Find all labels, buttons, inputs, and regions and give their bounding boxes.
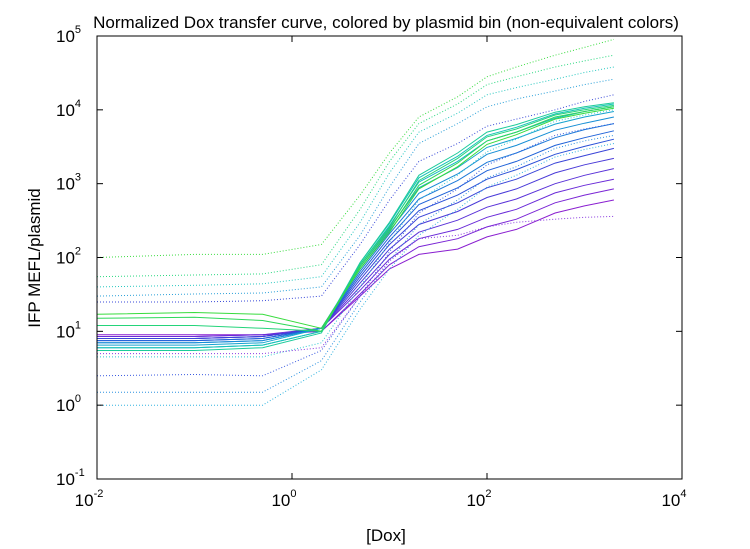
y-tick-label-3: 102 <box>56 246 81 268</box>
series-line-18 <box>97 143 615 406</box>
series-line-10 <box>97 116 615 344</box>
series-line-13 <box>97 103 614 349</box>
series-line-9 <box>97 123 615 344</box>
series-line-15 <box>97 104 614 332</box>
series-line-5 <box>97 157 615 339</box>
series-line-2 <box>97 188 615 337</box>
series-line-21 <box>97 109 614 358</box>
series-layer <box>96 38 615 406</box>
series-line-7 <box>97 138 615 342</box>
series-line-27 <box>96 38 615 258</box>
x-tick-label-1: 100 <box>271 488 296 510</box>
plot-frame <box>96 35 683 480</box>
series-line-24 <box>96 78 614 297</box>
y-tick-label-1: 100 <box>56 393 81 415</box>
series-line-25 <box>96 66 614 288</box>
series-line-11 <box>97 111 614 346</box>
series-line-26 <box>96 54 614 278</box>
x-tick-label-3: 104 <box>661 488 686 510</box>
series-line-20 <box>96 123 614 377</box>
series-line-17 <box>96 107 614 329</box>
series-line-1 <box>97 199 614 336</box>
y-tick-label-5: 104 <box>56 98 81 120</box>
y-axis-label: IFP MEFL/plasmid <box>25 188 44 328</box>
x-tick-label-2: 102 <box>466 488 491 510</box>
series-line-3 <box>97 178 615 337</box>
y-tick-label-4: 103 <box>56 172 81 194</box>
ticks-layer: 10-2 100 102 104 10-1 100 101 102 103 104 105 <box>56 24 687 510</box>
x-axis-label: [Dox] <box>366 526 406 545</box>
y-tick-label-2: 101 <box>56 319 81 341</box>
series-line-8 <box>97 130 615 342</box>
series-line-12 <box>97 106 614 349</box>
y-tick-label-0: 10-1 <box>56 467 85 489</box>
series-line-6 <box>97 147 615 339</box>
series-line-22 <box>97 215 614 355</box>
series-line-14 <box>97 102 614 351</box>
series-line-23 <box>97 94 615 303</box>
x-tick-label-0: 10-2 <box>75 488 104 510</box>
y-tick-label-6: 105 <box>56 24 81 46</box>
series-line-16 <box>96 106 614 332</box>
series-line-19 <box>97 134 614 393</box>
chart-title: Normalized Dox transfer curve, colored b… <box>93 13 679 32</box>
